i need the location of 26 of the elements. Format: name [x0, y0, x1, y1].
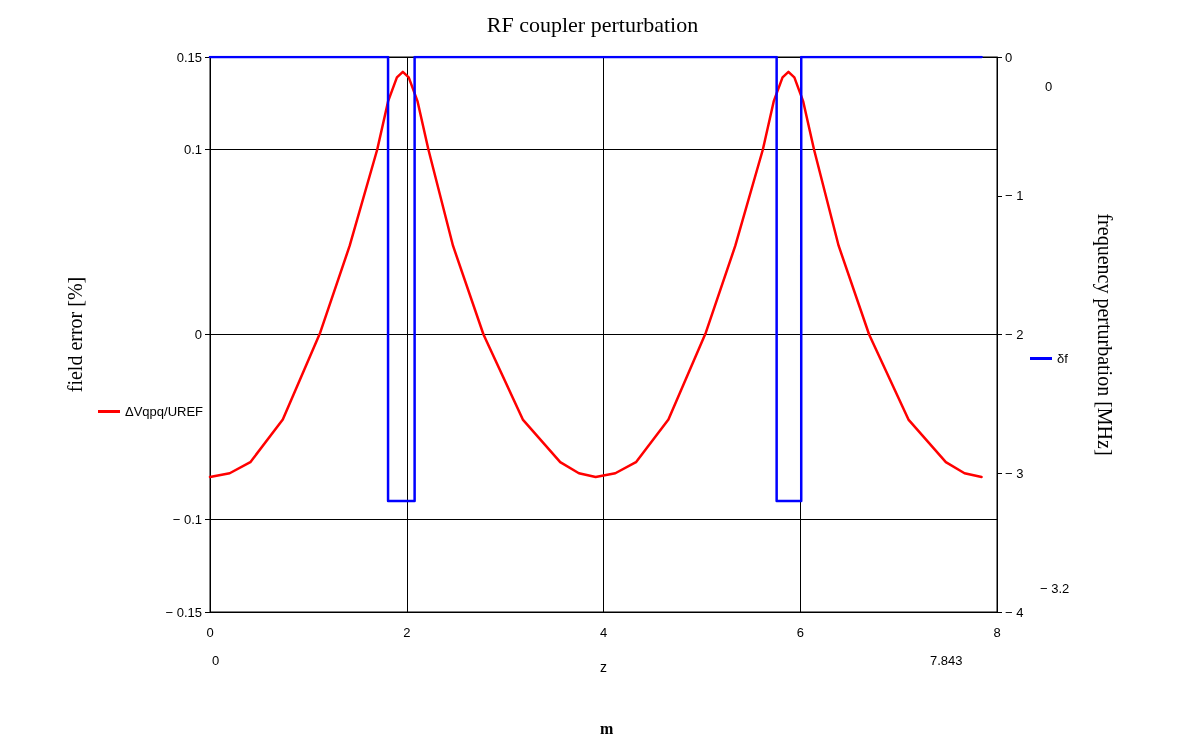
x-tick-label: 6 — [796, 625, 804, 640]
y-axis-title: field error [%] — [64, 276, 86, 393]
y-tick-label: 0.1 — [183, 142, 202, 157]
y-tick-label: 0 — [194, 327, 202, 342]
text: 0 — [212, 653, 220, 668]
text: 7.843 — [930, 653, 963, 668]
text: 0 — [1045, 79, 1053, 94]
text: m — [600, 719, 614, 737]
legend-label: δf — [1057, 351, 1069, 366]
x-tick-label: 4 — [599, 625, 608, 640]
text: − 3.2 — [1040, 581, 1070, 596]
chart-title: RF coupler perturbation — [486, 11, 699, 37]
y2-axis-title: frequency perturbation [MHz] — [1093, 213, 1116, 456]
x-tick-label: 0 — [206, 625, 214, 640]
y2-tick-label: − 4 — [1005, 604, 1024, 620]
y-tick-label: − 0.15 — [165, 604, 202, 620]
y-tick-label: 0.15 — [176, 49, 202, 65]
x-tick-label: 8 — [993, 625, 1001, 640]
x-axis-title: z — [600, 659, 607, 675]
y-tick-label: − 0.1 — [172, 512, 202, 527]
y2-tick-label: − 2 — [1005, 327, 1024, 342]
x-tick-label: 2 — [403, 625, 411, 640]
legend-label: ΔVqpq/UREF — [125, 404, 204, 419]
y2-tick-label: − 1 — [1005, 188, 1024, 204]
y2-tick-label: − 3 — [1005, 465, 1024, 481]
y2-tick-label: 0 — [1005, 49, 1013, 65]
